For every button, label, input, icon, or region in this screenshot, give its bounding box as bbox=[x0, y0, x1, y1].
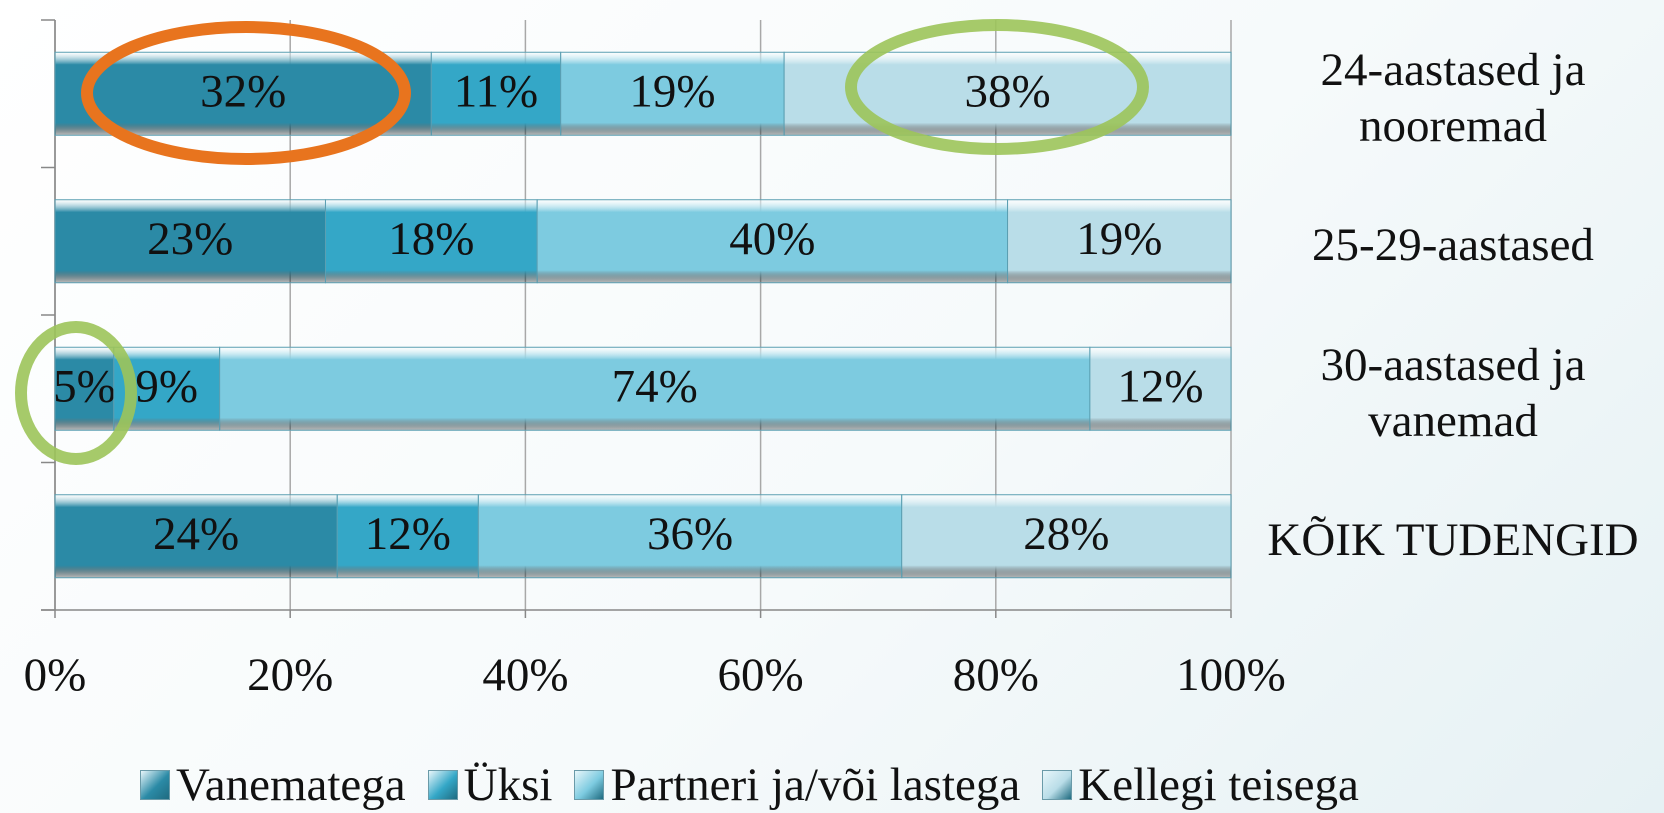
data-label: 5% bbox=[53, 361, 116, 413]
highlight-ellipse bbox=[81, 21, 411, 165]
data-label: 36% bbox=[647, 508, 733, 560]
category-label: 24-aastased ja nooremad bbox=[1320, 43, 1586, 152]
bar-segment bbox=[536, 199, 1009, 284]
data-label: 11% bbox=[454, 66, 538, 118]
legend-label: Vanematega bbox=[176, 759, 406, 811]
legend-item: Partneri ja/või lastega bbox=[574, 758, 1020, 812]
data-label: 24% bbox=[153, 508, 239, 560]
data-label: 19% bbox=[629, 66, 715, 118]
bar-segment bbox=[477, 494, 903, 579]
data-label: 9% bbox=[135, 361, 198, 413]
bar-segment bbox=[54, 51, 432, 136]
plot-area: 0% 20% 40% 60% 80% 100% 32% 11% 19% 38% 23% 18% 40% 1… bbox=[24, 19, 1286, 701]
bar-segment bbox=[324, 199, 538, 284]
bar-segment bbox=[54, 346, 115, 431]
legend-label: Partneri ja/või lastega bbox=[610, 759, 1021, 811]
data-label: 18% bbox=[388, 213, 474, 265]
bar-segment bbox=[430, 51, 562, 136]
legend-label: Üksi bbox=[463, 759, 553, 811]
x-tick-label: 20% bbox=[247, 649, 333, 701]
category-label: 30-aastased ja vanemad bbox=[1320, 338, 1586, 447]
x-tick-label: 40% bbox=[482, 649, 568, 701]
legend-swatch bbox=[140, 770, 170, 800]
bar-segment bbox=[1089, 346, 1232, 431]
legend-item: Üksi bbox=[427, 758, 553, 812]
data-label: 12% bbox=[365, 508, 451, 560]
highlight-ellipse bbox=[845, 19, 1149, 155]
legend-item: Kellegi teisega bbox=[1042, 758, 1359, 812]
data-label: 38% bbox=[964, 66, 1050, 118]
data-label: 40% bbox=[729, 213, 815, 265]
bar-segment bbox=[54, 199, 326, 284]
data-label: 32% bbox=[200, 66, 286, 118]
legend-swatch bbox=[574, 770, 605, 800]
category-label: KÕIK TUDENGID bbox=[1267, 514, 1639, 567]
data-label: 19% bbox=[1076, 213, 1162, 265]
bar-segment bbox=[219, 346, 1091, 431]
x-tick-label: 80% bbox=[953, 649, 1039, 701]
bar-segment bbox=[336, 494, 479, 579]
bar-segment bbox=[54, 494, 338, 579]
legend-swatch bbox=[1042, 770, 1073, 800]
bar-segment bbox=[1007, 199, 1232, 284]
legend-swatch bbox=[427, 770, 458, 800]
bar-segment bbox=[560, 51, 785, 136]
legend-item: Vanematega bbox=[140, 758, 406, 812]
x-tick-label: 100% bbox=[1176, 649, 1286, 701]
x-tick-label: 0% bbox=[24, 649, 87, 701]
data-label: 28% bbox=[1023, 508, 1109, 560]
data-label: 12% bbox=[1117, 361, 1203, 413]
category-label: 25-29-aastased bbox=[1312, 219, 1594, 272]
data-label: 23% bbox=[147, 213, 233, 265]
legend-label: Kellegi teisega bbox=[1078, 759, 1359, 811]
legend: Vanematega Üksi Partneri ja/või lastega Kel… bbox=[140, 758, 1359, 812]
data-label: 74% bbox=[612, 361, 698, 413]
highlight-ellipse bbox=[15, 321, 137, 465]
x-tick-label: 60% bbox=[718, 649, 804, 701]
bar-segment bbox=[901, 494, 1232, 579]
